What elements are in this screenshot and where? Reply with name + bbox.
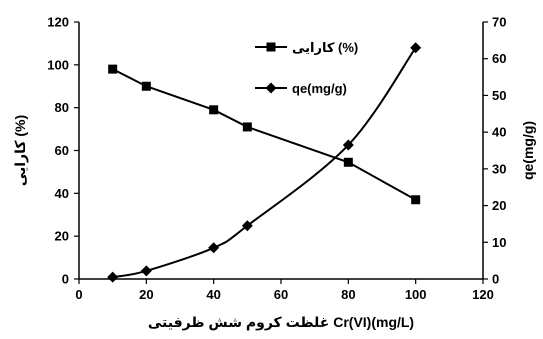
x-axis-title: غلظت کروم شش ظرفیتی Cr(VI)(mg/L) (148, 314, 414, 331)
legend: کارایی (%) qe(mg/g) (255, 40, 358, 96)
y-left-tick-label: 100 (47, 57, 69, 72)
data-point (242, 122, 252, 132)
y-right-tick-label: 50 (492, 88, 506, 103)
data-point (343, 157, 353, 167)
y-left-tick-label: 0 (62, 272, 69, 287)
y-left-tick-label: 120 (47, 15, 69, 30)
y-right-tick-label: 40 (492, 125, 506, 140)
legend-marker (266, 42, 276, 52)
data-point (241, 220, 253, 232)
axes: 0 20 40 60 80 100 1200204060801001200102030405… (12, 15, 536, 332)
legend-label: qe(mg/g) (292, 81, 347, 96)
data-point (411, 195, 421, 205)
y-left-tick-label: 60 (55, 143, 69, 158)
y-right-axis-title: qe(mg/g) (520, 121, 536, 180)
data-point (141, 81, 151, 91)
x-tick-label: 0 (75, 287, 82, 302)
y-right-tick-label: 0 (492, 272, 499, 287)
series-line (112, 47, 417, 279)
y-left-tick-label: 40 (55, 186, 69, 201)
x-tick-label: 60 (274, 287, 288, 302)
x-tick-label: 20 (139, 287, 153, 302)
x-tick-label: 40 (206, 287, 220, 302)
series-layer (107, 42, 422, 283)
y-left-tick-label: 20 (55, 229, 69, 244)
series-1 (108, 64, 421, 205)
data-point (209, 105, 219, 115)
y-right-tick-label: 30 (492, 161, 506, 176)
y-right-tick-label: 70 (492, 15, 506, 30)
data-point (342, 139, 354, 151)
y-right-tick-label: 10 (492, 235, 506, 250)
y-right-tick-label: 20 (492, 198, 506, 213)
y-right-tick-label: 60 (492, 51, 506, 66)
legend-item-1: کارایی (%) (255, 40, 358, 55)
y-left-tick-label: 80 (55, 100, 69, 115)
x-tick-label: 120 (472, 287, 494, 302)
x-tick-label: 80 (341, 287, 355, 302)
data-point (140, 265, 152, 277)
x-tick-label: 100 (405, 287, 427, 302)
series-line (112, 68, 417, 201)
data-point (410, 42, 422, 54)
y-left-axis-title: کارایی (%) (12, 115, 28, 186)
legend-marker (265, 82, 277, 94)
series-2 (107, 42, 422, 283)
legend-label: کارایی (%) (292, 40, 358, 55)
legend-item-2: qe(mg/g) (255, 81, 347, 96)
data-point (108, 64, 118, 74)
data-point (107, 271, 119, 283)
data-point (208, 242, 220, 254)
